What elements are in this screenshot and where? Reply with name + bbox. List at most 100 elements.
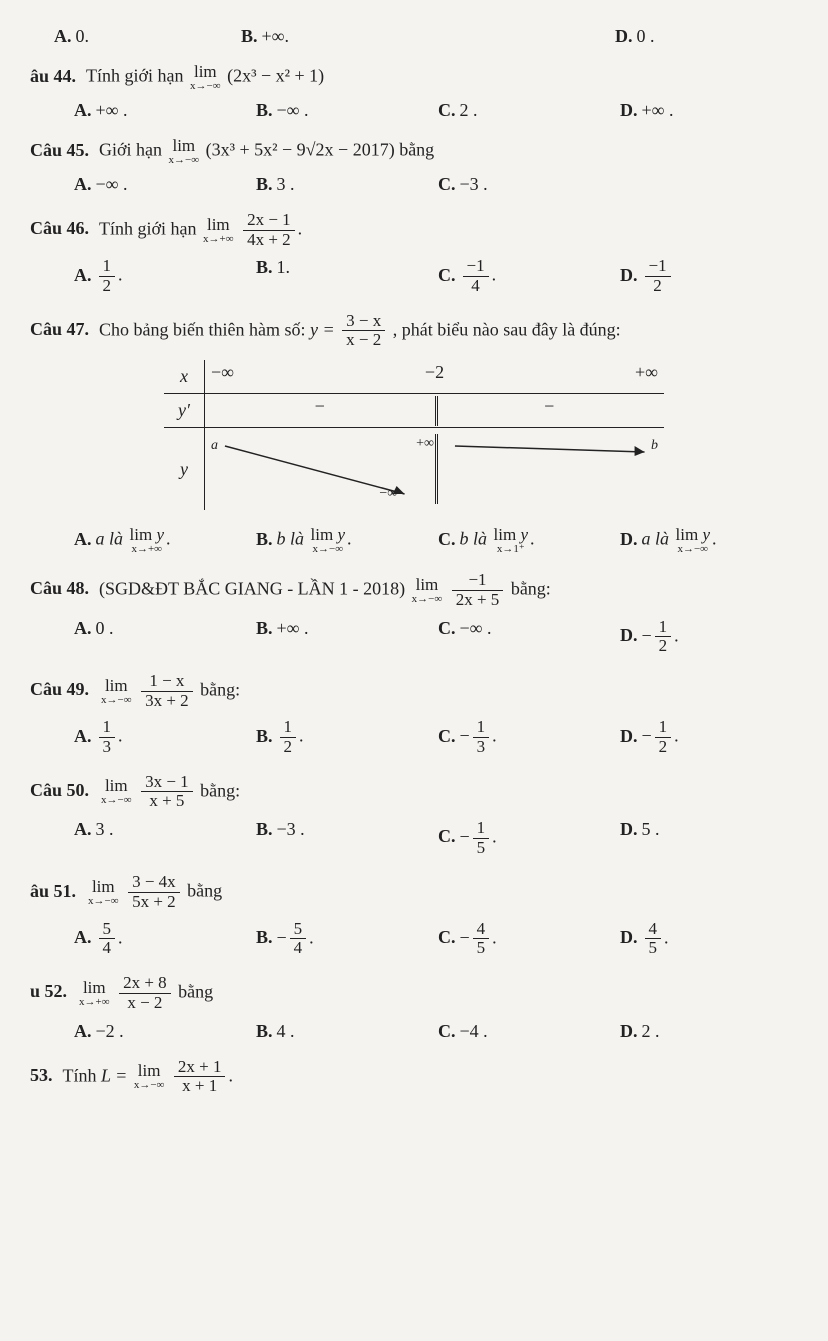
choice-B: B.−3 . <box>252 817 434 859</box>
fraction: 1 − x3x + 2 <box>141 672 193 710</box>
text: bằng <box>187 881 222 901</box>
vt-x-row: x −∞ −2 +∞ <box>164 360 664 393</box>
choice-text: 3 . <box>96 819 114 839</box>
q49-row: Câu 49. limx→−∞ 1 − x3x + 2 bằng: <box>30 672 798 710</box>
q48-number: Câu 48. <box>30 578 89 599</box>
q46-choices: A.12. B.1. C.−14. D.−12 <box>70 255 798 297</box>
q47-row: Câu 47. Cho bảng biến thiên hàm số: y = … <box>30 312 798 350</box>
text: bằng: <box>200 780 240 800</box>
text: Giới hạn <box>99 140 162 160</box>
q50-choices: A.3 . B.−3 . C.−15. D.5 . <box>70 817 798 859</box>
q45-choices: A.−∞ . B.3 . C.−3 . <box>70 172 798 197</box>
choice-A: A.12. <box>70 255 252 297</box>
choice-D: D.0 . <box>611 24 798 49</box>
choice-text: +∞. <box>262 26 289 46</box>
choice-A: A.0. <box>50 24 237 49</box>
choice-C: C.−13. <box>434 716 616 758</box>
choice-B: B.−54. <box>252 918 434 960</box>
q44-choices: A.+∞ . B.−∞ . C.2 . D.+∞ . <box>70 98 798 123</box>
fraction: −12x + 5 <box>452 571 504 609</box>
q51-text: limx→−∞ 3 − 4x5x + 2 bằng <box>86 873 798 911</box>
q52-text: limx→+∞ 2x + 8x − 2 bằng <box>77 974 798 1012</box>
choice-text: −∞ . <box>460 618 492 638</box>
q50-text: limx→−∞ 3x − 1x + 5 bằng: <box>99 773 798 811</box>
q48-row: Câu 48. (SGD&ĐT BẮC GIANG - LẦN 1 - 2018… <box>30 571 798 609</box>
q52-number: u 52. <box>30 981 67 1002</box>
y-label: y <box>164 428 205 510</box>
q50-number: Câu 50. <box>30 780 89 801</box>
text: Cho bảng biến thiên hàm số: <box>99 319 305 339</box>
q48-text: (SGD&ĐT BẮC GIANG - LẦN 1 - 2018) limx→−… <box>99 571 798 609</box>
choice-text: 0 . <box>637 26 655 46</box>
x-right: +∞ <box>509 362 664 392</box>
choice-A: A.13. <box>70 716 252 758</box>
q43-choices: A.0. B.+∞. D.0 . <box>50 24 798 49</box>
choice-B: B.1. <box>252 255 434 297</box>
choice-text: 0 . <box>96 618 114 638</box>
q46-row: Câu 46. Tính giới hạn limx→+∞ 2x − 14x +… <box>30 211 798 249</box>
q51-row: âu 51. limx→−∞ 3 − 4x5x + 2 bằng <box>30 873 798 911</box>
choice-text: −∞ . <box>277 100 309 120</box>
choice-text: 1. <box>277 257 291 277</box>
q46-text: Tính giới hạn limx→+∞ 2x − 14x + 2. <box>99 211 798 249</box>
choice-B: B.4 . <box>252 1019 434 1044</box>
vt-yprime-row: y′ − − <box>164 393 664 427</box>
text: bằng: <box>511 578 551 598</box>
suffix: . <box>228 1065 233 1085</box>
limit-operator: limx→+∞ <box>79 979 110 1008</box>
q45-number: Câu 45. <box>30 140 89 161</box>
choice-B: B.−∞ . <box>252 98 434 123</box>
choice-D <box>616 172 798 197</box>
vt-y-row: y a +∞ −∞ b <box>164 427 664 510</box>
choice-A: A.a là lim yx→+∞. <box>70 524 252 557</box>
choice-C: C.−∞ . <box>434 616 616 658</box>
y-eq: y = <box>310 319 335 339</box>
choice-A: A.3 . <box>70 817 252 859</box>
q49-number: Câu 49. <box>30 679 89 700</box>
arrow-left <box>205 434 435 504</box>
choice-C <box>424 24 611 49</box>
q53-row: 53. Tính L = limx→−∞ 2x + 1x + 1. <box>30 1058 798 1096</box>
fraction: 3x − 1x + 5 <box>141 773 193 811</box>
choice-A: A.−∞ . <box>70 172 252 197</box>
q45-text: Giới hạn limx→−∞ (3x³ + 5x² − 9√2x − 201… <box>99 137 798 166</box>
yprime-right: − <box>435 396 665 426</box>
choice-A: A.+∞ . <box>70 98 252 123</box>
choice-text: −3 . <box>460 174 488 194</box>
text: (SGD&ĐT BẮC GIANG - LẦN 1 - 2018) <box>99 578 405 598</box>
choice-B: B.3 . <box>252 172 434 197</box>
x-left: −∞ <box>205 362 360 392</box>
choice-B: B.b là lim yx→−∞. <box>252 524 434 557</box>
q44-row: âu 44. Tính giới hạn limx→−∞ (2x³ − x² +… <box>30 63 798 92</box>
choice-text: −2 . <box>96 1021 124 1041</box>
fraction: 3 − 4x5x + 2 <box>128 873 180 911</box>
q47-choices: A.a là lim yx→+∞. B.b là lim yx→−∞. C.b … <box>70 524 798 557</box>
choice-text: −4 . <box>460 1021 488 1041</box>
choice-C: C.2 . <box>434 98 616 123</box>
q53-text: Tính L = limx→−∞ 2x + 1x + 1. <box>63 1058 799 1096</box>
choice-D: D.5 . <box>616 817 798 859</box>
choice-C: C.−3 . <box>434 172 616 197</box>
expression: (2x³ − x² + 1) <box>227 66 324 86</box>
double-vline <box>435 396 438 426</box>
choice-text: +∞ . <box>642 100 674 120</box>
text: Tính giới hạn <box>99 218 197 238</box>
q46-number: Câu 46. <box>30 218 89 239</box>
expression: (3x³ + 5x² − 9√2x − 2017) bằng <box>206 140 435 160</box>
choice-D: D.−12. <box>616 716 798 758</box>
fraction: 2x + 1x + 1 <box>174 1058 226 1096</box>
text: , phát biểu nào sau đây là đúng: <box>393 319 621 339</box>
choice-D: D.a là lim yx→−∞. <box>616 524 798 557</box>
q49-text: limx→−∞ 1 − x3x + 2 bằng: <box>99 672 798 710</box>
limit-operator: limx→+∞ <box>203 216 234 245</box>
choice-D: D.2 . <box>616 1019 798 1044</box>
choice-C: C.−4 . <box>434 1019 616 1044</box>
choice-text: +∞ . <box>277 618 309 638</box>
arrow-right <box>435 434 665 504</box>
choice-text: 2 . <box>460 100 478 120</box>
limit-operator: limx→−∞ <box>101 777 132 806</box>
yprime-label: y′ <box>164 394 205 427</box>
choice-C: C.−15. <box>434 817 616 859</box>
yprime-left: − <box>205 396 435 426</box>
choice-D: D.−12 <box>616 255 798 297</box>
